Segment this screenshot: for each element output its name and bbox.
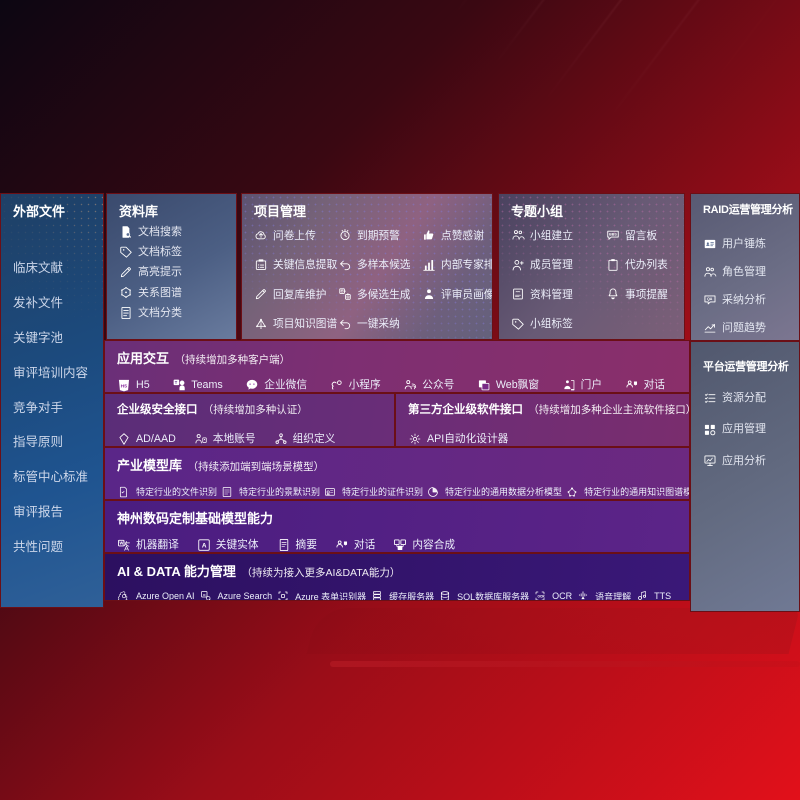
- svg-text:W: W: [120, 540, 124, 545]
- svg-text:A: A: [202, 542, 207, 549]
- svg-text:OCR: OCR: [538, 595, 546, 599]
- svg-text:H5: H5: [121, 383, 128, 389]
- svg-text:BBS: BBS: [609, 233, 617, 237]
- svg-text:QA: QA: [707, 297, 713, 301]
